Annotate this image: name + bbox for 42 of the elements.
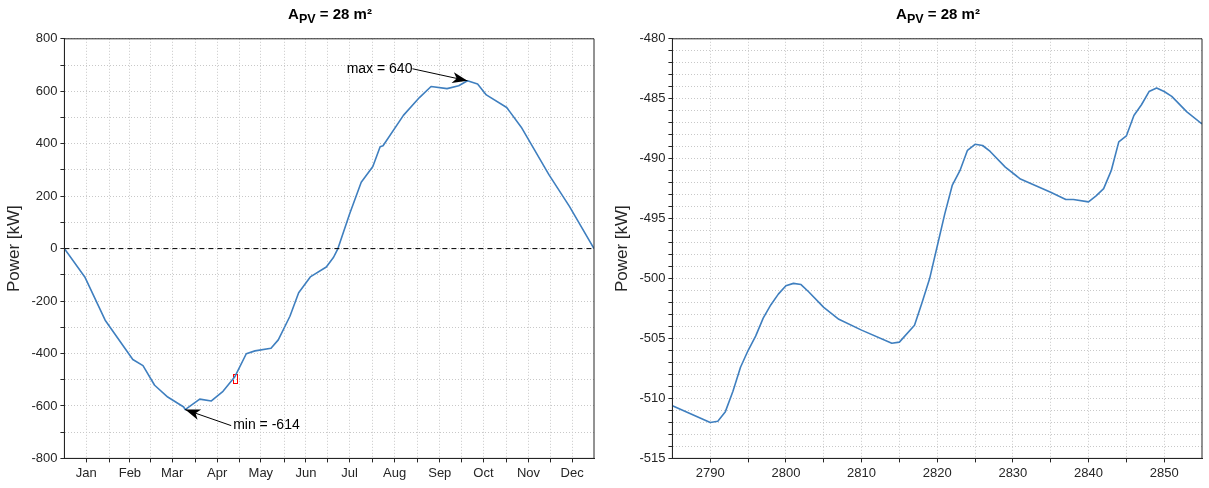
x-tick-label: Oct <box>473 464 494 480</box>
y-tick-label: -515 <box>639 449 666 465</box>
x-tick-label: 2820 <box>922 464 952 480</box>
y-axis-title: Power [kW] <box>611 205 631 293</box>
x-tick-label: Sep <box>428 464 452 480</box>
y-tick-label: 200 <box>35 187 58 203</box>
x-tick-label: Jul <box>341 464 358 480</box>
y-tick-label: 600 <box>35 82 58 98</box>
x-tick-label: 2800 <box>771 464 801 480</box>
x-tick-label: Dec <box>560 464 585 480</box>
x-tick-label: Mar <box>160 464 184 480</box>
y-tick-label: -200 <box>31 292 58 308</box>
y-tick-label: 0 <box>50 240 58 256</box>
chart-title: A$_{PV}$ = 28 m² <box>895 4 980 28</box>
y-tick-label: -500 <box>639 270 666 286</box>
x-tick-label: Feb <box>118 464 142 480</box>
x-tick-label: Jan <box>75 464 97 480</box>
x-tick-label: 2810 <box>847 464 877 480</box>
y-tick-label: 400 <box>35 135 58 151</box>
x-tick-label: Apr <box>207 464 228 480</box>
y-tick-label: 800 <box>35 30 58 46</box>
x-tick-label: Jun <box>295 464 317 480</box>
x-tick-label: May <box>248 464 274 480</box>
x-tick-label: 2790 <box>695 464 725 480</box>
y-tick-label: -510 <box>639 390 666 406</box>
annotation: max = 640 <box>346 59 413 76</box>
x-tick-label: 2850 <box>1149 464 1179 480</box>
y-axis-title: Power [kW] <box>3 205 23 293</box>
annotation: min = -614 <box>233 416 300 433</box>
y-tick-label: -800 <box>31 449 58 465</box>
y-tick-label: -600 <box>31 397 58 413</box>
y-tick-label: -505 <box>639 330 666 346</box>
y-tick-label: -485 <box>639 90 666 106</box>
x-tick-label: 2830 <box>998 464 1028 480</box>
x-tick-label: 2840 <box>1074 464 1103 480</box>
y-tick-label: -480 <box>639 30 666 46</box>
x-tick-label: Nov <box>516 464 541 480</box>
y-tick-label: -490 <box>639 150 666 166</box>
x-tick-label: Aug <box>383 464 407 480</box>
y-tick-label: -400 <box>31 345 58 361</box>
chart-title: A$_{PV}$ = 28 m² <box>287 4 372 28</box>
y-tick-label: -495 <box>639 210 666 226</box>
